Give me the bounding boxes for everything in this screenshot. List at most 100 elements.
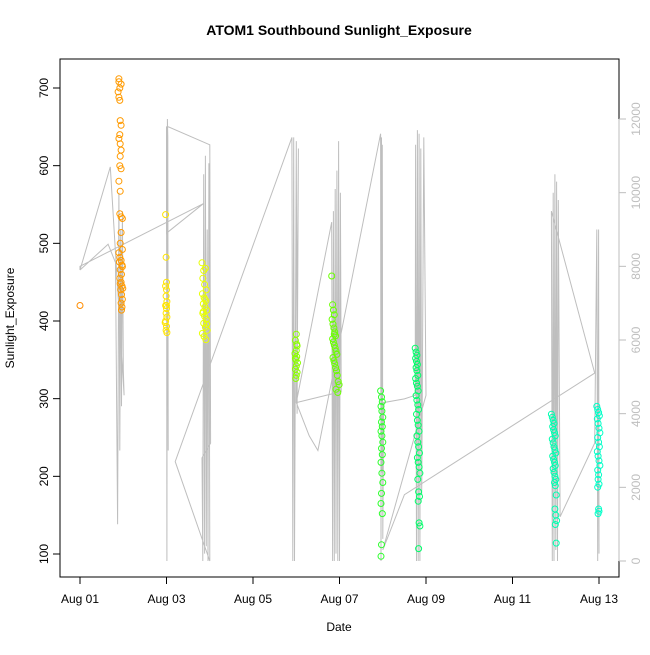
data-point [330,341,338,349]
data-point [552,539,560,547]
data-point [415,545,423,553]
data-point [117,165,125,173]
x-tick-label: Aug 11 [494,592,531,606]
data-point [378,489,385,497]
data-point [162,282,170,290]
data-point [119,284,127,292]
x-axis: Aug 01 Aug 03 Aug 05 Aug 07 Aug 09 Aug 11 Aug … [61,576,618,606]
data-point [416,469,424,477]
data-point [162,211,170,219]
data-point [593,448,601,455]
data-point [550,443,558,451]
data-point [413,382,421,390]
data-point [328,272,336,280]
x-tick-label: Aug 03 [147,592,185,606]
y-tick-label: 200 [37,466,51,486]
data-point [116,131,124,139]
data-point [412,392,420,400]
y2-tick-label: 8000 [629,253,643,280]
y-tick-label: 100 [37,544,51,564]
data-point [413,454,421,462]
scatter-series-2 [161,211,171,337]
y-tick-label: 600 [37,155,51,175]
data-point [551,482,559,490]
data-point [414,401,422,409]
data-point [200,319,208,327]
data-point [414,438,422,446]
data-point [550,468,558,476]
data-point [329,306,337,314]
data-point [551,521,559,528]
data-point [412,354,420,362]
data-point [76,302,84,309]
data-point [163,302,170,309]
scatter-series-4 [291,330,301,382]
data-point [115,177,123,185]
data-point [378,398,386,406]
data-point [293,340,301,348]
x-tick-label: Aug 05 [234,592,272,606]
data-point [202,286,210,294]
y-axis-right: 0 2000 4000 6000 8000 10000 12000 [618,102,643,564]
data-point [292,371,300,379]
data-point [549,439,557,447]
data-point [118,215,126,222]
data-point [116,239,124,247]
data-point [547,410,555,418]
data-point [550,455,558,463]
data-point [331,344,339,352]
data-point [413,379,420,387]
data-point [377,458,385,466]
data-point [115,258,123,266]
data-point [595,480,603,488]
y-tick-label: 500 [37,233,51,253]
data-point [116,187,124,195]
data-point [413,396,421,404]
data-point [162,309,170,317]
scatter-series-0 [76,302,84,309]
data-point [116,253,124,261]
data-point [378,510,386,518]
data-point [117,80,125,88]
data-point [595,471,603,479]
data-point [412,364,420,372]
data-point [117,121,125,129]
data-point [550,426,558,434]
data-point [595,438,603,446]
data-point [199,274,207,282]
data-point [594,452,602,460]
scatter-points-layer [76,75,604,560]
data-point [334,389,342,396]
data-point [414,458,422,466]
data-point [594,434,602,441]
data-point [118,270,125,278]
data-point [551,446,559,454]
data-point [416,522,424,530]
data-point [292,375,300,382]
y2-tick-label: 0 [629,557,643,564]
data-point [202,336,210,344]
data-point [117,278,125,286]
y2-tick-label: 10000 [629,176,643,210]
x-tick-label: Aug 13 [580,592,618,606]
data-point [163,329,171,337]
scatter-series-1 [114,75,127,314]
data-point [329,338,337,346]
data-point [412,375,420,382]
y2-tick-label: 2000 [629,474,643,501]
data-point [548,413,556,421]
x-axis-label: Date [326,620,352,634]
data-point [118,295,126,303]
data-point [378,423,386,431]
data-point [377,427,385,435]
data-point [332,364,340,372]
data-point [415,519,423,527]
data-point [291,354,299,362]
data-point [329,301,337,309]
data-point [116,162,124,170]
data-point [116,84,124,92]
data-point [115,249,123,257]
data-point [117,229,125,236]
data-point [378,451,386,459]
